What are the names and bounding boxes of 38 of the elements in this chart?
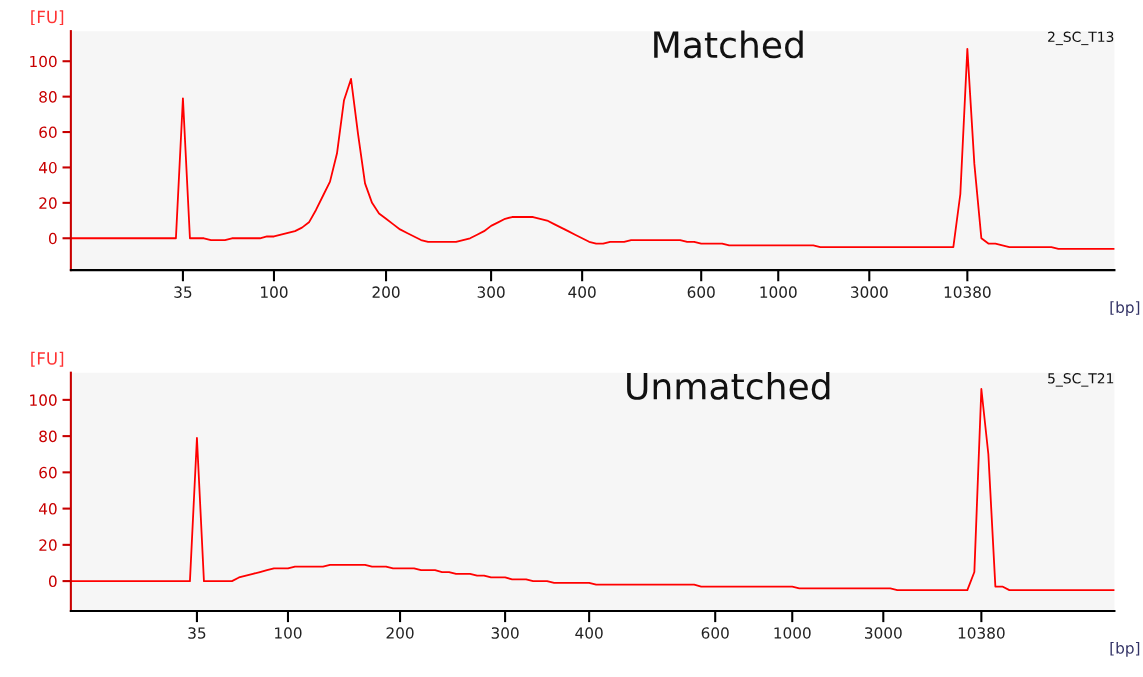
- x-tick-label: 3000: [851, 286, 888, 298]
- x-tick-label: 1000: [760, 286, 797, 298]
- x-tick-label: 200: [372, 286, 400, 298]
- x-tick-label: 200: [386, 627, 414, 639]
- y-tick-label: 40: [38, 503, 57, 515]
- x-tick-label: 400: [568, 286, 596, 298]
- x-tick-label: 1000: [774, 627, 811, 639]
- annotation: 5_SC_T21: [1048, 373, 1114, 387]
- y-tick-label: 0: [48, 575, 57, 588]
- y-tick-label: 80: [39, 430, 57, 443]
- y-tick-label: 60: [39, 466, 57, 479]
- x-tick-label: 100: [275, 627, 302, 639]
- annotation: 2_SC_T13: [1048, 31, 1114, 46]
- x-tick-label: 400: [575, 627, 603, 639]
- y-tick-label: 20: [39, 539, 57, 551]
- y-tick-label: 0: [48, 232, 57, 245]
- x-tick-label: 300: [491, 627, 519, 639]
- x-axis-title: [bp]: [1110, 641, 1140, 657]
- y-tick-label: 20: [39, 197, 57, 209]
- y-tick-label: 100: [30, 55, 57, 68]
- y-tick-label: 80: [39, 91, 57, 103]
- x-tick-label: 35: [174, 286, 192, 298]
- y-tick-label: 40: [38, 161, 57, 174]
- x-axis-title: [bp]: [1110, 301, 1140, 316]
- x-tick-label: 10380: [958, 627, 1005, 639]
- x-tick-label: 600: [687, 286, 715, 298]
- x-tick-label: 3000: [865, 627, 902, 639]
- y-tick-label: 60: [39, 126, 57, 139]
- chart-title: Unmatched: [627, 371, 830, 400]
- x-tick-label: 300: [477, 286, 505, 298]
- x-tick-label: 35: [188, 627, 206, 639]
- chart-title: Matched: [654, 30, 803, 59]
- x-tick-label: 10380: [944, 286, 991, 298]
- y-axis-title: [FU]: [31, 351, 64, 367]
- y-tick-label: 100: [30, 394, 57, 406]
- x-tick-label: 100: [261, 286, 288, 298]
- x-tick-label: 600: [701, 627, 729, 639]
- y-axis-title: [FU]: [31, 10, 64, 26]
